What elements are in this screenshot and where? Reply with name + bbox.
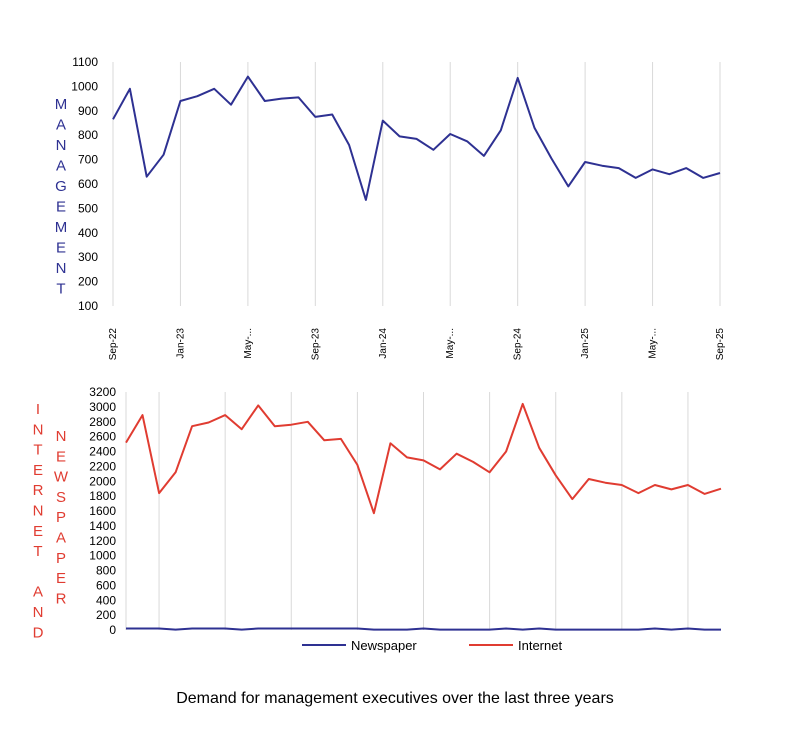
y-tick-label: 1200 xyxy=(89,534,116,548)
y-tick-label: 500 xyxy=(78,201,98,215)
x-tick-label: Sep-25 xyxy=(715,328,726,361)
y-tick-label: 400 xyxy=(78,226,98,240)
y-axis-label-letter: G xyxy=(55,178,67,195)
y-tick-label: 400 xyxy=(96,593,116,607)
y-tick-label: 600 xyxy=(78,177,98,191)
charts-canvas: Sep-22 Jan-23 May-... Sep-23 Jan-24 May-... Se… xyxy=(33,55,726,653)
y-tick-label: 600 xyxy=(96,578,116,592)
y-axis-label-letter: N xyxy=(56,428,67,445)
y-axis-label-letter: M xyxy=(55,219,68,236)
x-tick-label: Jan-24 xyxy=(378,328,389,359)
y-tick-label: 1000 xyxy=(71,79,98,93)
y-axis-label-letter: E xyxy=(56,448,66,465)
x-tick-label: May-... xyxy=(648,328,659,359)
internet-legend-label: Internet xyxy=(518,638,562,653)
y-axis-label-letter: I xyxy=(36,401,40,418)
x-tick-label: Jan-25 xyxy=(580,328,591,359)
y-tick-label: 100 xyxy=(78,299,98,313)
newspaper-series-line xyxy=(126,627,721,631)
y-axis-label-letter: M xyxy=(55,96,68,113)
y-axis-label-letter: N xyxy=(56,260,67,277)
y-axis-label-letter: E xyxy=(33,462,43,479)
y-tick-label: 1600 xyxy=(89,504,116,518)
management-series-line xyxy=(112,75,721,201)
x-tick-label: Jan-23 xyxy=(175,328,186,359)
y-axis-label-letter: S xyxy=(56,489,66,506)
y-tick-label: 1800 xyxy=(89,489,116,503)
y-tick-label: 800 xyxy=(78,128,98,142)
y-axis-label-letter: E xyxy=(56,199,66,216)
x-tick-label: Sep-24 xyxy=(513,328,524,361)
top-management-chart: Sep-22 Jan-23 May-... Sep-23 Jan-24 May-... Se… xyxy=(55,55,726,360)
y-tick-label: 0 xyxy=(109,623,116,637)
y-tick-label: 800 xyxy=(96,564,116,578)
y-tick-label: 900 xyxy=(78,104,98,118)
y-tick-label: 2200 xyxy=(89,459,116,473)
y-axis-label-letter: W xyxy=(54,469,69,486)
y-axis-label-letter: P xyxy=(56,509,66,526)
y-axis-label-letter: A xyxy=(56,117,66,134)
y-tick-label: 200 xyxy=(96,608,116,622)
y-axis-label-letter: R xyxy=(33,482,44,499)
y-axis-label-letter: N xyxy=(56,137,67,154)
y-tick-label: 3200 xyxy=(89,385,116,399)
y-tick-label: 2000 xyxy=(89,474,116,488)
y-axis-label-letter: R xyxy=(56,590,67,607)
x-tick-label: May-... xyxy=(445,328,456,359)
y-tick-label: 1400 xyxy=(89,519,116,533)
internet-series-line xyxy=(125,402,722,515)
newspaper-legend-label: Newspaper xyxy=(351,638,417,653)
y-tick-label: 2400 xyxy=(89,445,116,459)
y-tick-label: 700 xyxy=(78,153,98,167)
chart-caption: Demand for management executives over th… xyxy=(176,690,614,707)
y-axis-label-letter: E xyxy=(56,240,66,257)
bottom-internet-newspaper-chart: 0200400600800100012001400160018002000220… xyxy=(33,385,722,653)
y-axis-label-letter: N xyxy=(33,503,44,520)
y-axis-label-letter: T xyxy=(56,281,65,298)
x-tick-label: Sep-22 xyxy=(108,328,119,361)
y-axis-label-letter: P xyxy=(56,550,66,567)
y-axis-label-letter: N xyxy=(33,421,44,438)
y-tick-label: 1100 xyxy=(72,55,98,69)
legend: Newspaper Internet xyxy=(302,638,562,653)
y-tick-label: 1000 xyxy=(89,549,116,563)
x-tick-label: May-... xyxy=(243,328,254,359)
y-tick-label: 300 xyxy=(78,250,98,264)
x-tick-label: Sep-23 xyxy=(310,328,321,361)
y-axis-label-letter: A xyxy=(33,584,43,601)
y-axis-label-letter: E xyxy=(56,570,66,587)
y-axis-label-letter: A xyxy=(56,158,66,175)
y-axis-label-letter: E xyxy=(33,523,43,540)
y-axis-label-letter: A xyxy=(56,530,66,547)
y-axis-label-letter: T xyxy=(33,442,42,459)
y-tick-label: 2800 xyxy=(89,415,116,429)
y-axis-label-letter: D xyxy=(33,624,44,641)
y-tick-label: 3000 xyxy=(89,400,116,414)
y-tick-label: 2600 xyxy=(89,430,116,444)
y-tick-label: 200 xyxy=(78,275,98,289)
y-axis-label-letter: T xyxy=(33,543,42,560)
y-axis-label-letter: N xyxy=(33,604,44,621)
